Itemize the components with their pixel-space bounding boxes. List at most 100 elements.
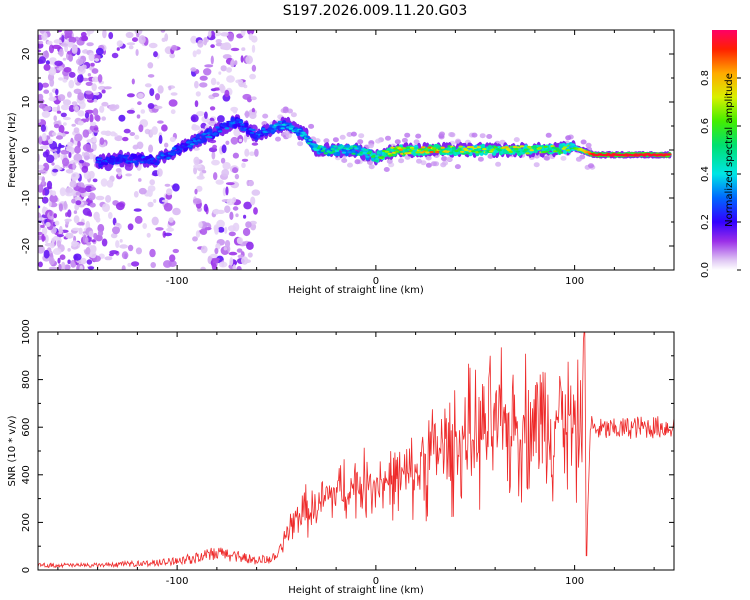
- ridge-cell: [171, 147, 177, 150]
- noise-blob: [214, 225, 219, 235]
- noise-blob: [215, 179, 224, 185]
- noise-blob: [323, 138, 330, 144]
- noise-blob: [193, 156, 200, 166]
- noise-blob: [59, 254, 66, 260]
- noise-blob: [153, 105, 163, 110]
- noise-blob: [242, 93, 252, 100]
- noise-blob: [38, 184, 44, 193]
- noise-blob: [116, 40, 124, 47]
- noise-blob: [74, 105, 80, 112]
- noise-blob: [155, 227, 164, 231]
- noise-blob: [40, 124, 47, 132]
- noise-blob: [207, 30, 212, 38]
- spectrogram-ytick-label: 10: [21, 96, 32, 109]
- noise-blob: [232, 264, 237, 270]
- ridge-cell: [421, 146, 426, 149]
- ridge-cell: [425, 151, 430, 154]
- noise-blob: [62, 116, 71, 121]
- noise-blob: [358, 133, 365, 139]
- noise-blob: [62, 157, 70, 167]
- noise-blob: [127, 262, 132, 267]
- noise-blob: [123, 128, 131, 134]
- noise-blob: [58, 124, 65, 134]
- noise-blob: [242, 227, 251, 237]
- ridge-cell: [277, 120, 283, 123]
- noise-blob: [248, 33, 253, 41]
- noise-blob: [38, 169, 47, 173]
- noise-blob: [73, 127, 80, 134]
- noise-blob: [250, 223, 257, 231]
- noise-blob: [60, 149, 69, 155]
- noise-blob: [224, 205, 231, 213]
- noise-blob: [249, 151, 255, 156]
- noise-blob: [153, 199, 157, 203]
- ridge-cell: [352, 145, 358, 148]
- noise-blob: [416, 158, 422, 164]
- noise-blob: [110, 233, 118, 239]
- noise-blob: [99, 105, 105, 113]
- noise-blob: [565, 135, 572, 141]
- noise-blob: [203, 68, 212, 76]
- noise-blob: [221, 169, 230, 177]
- noise-blob: [193, 147, 200, 151]
- ridge-cell: [480, 143, 486, 149]
- noise-blob: [38, 82, 43, 91]
- noise-blob: [172, 183, 180, 192]
- noise-blob: [67, 259, 71, 265]
- noise-blob: [194, 188, 198, 195]
- noise-blob: [65, 186, 73, 194]
- noise-blob: [51, 162, 55, 166]
- noise-blob: [126, 109, 135, 114]
- noise-blob: [251, 142, 259, 146]
- ridge-cell: [280, 127, 285, 130]
- ridge-cell: [333, 145, 338, 148]
- noise-blob: [101, 89, 106, 94]
- noise-blob: [354, 159, 361, 165]
- ridge-cell: [473, 148, 479, 152]
- noise-blob: [41, 233, 45, 242]
- noise-blob: [48, 138, 53, 145]
- noise-blob: [100, 178, 108, 187]
- ridge-cell: [252, 136, 257, 139]
- noise-blob: [386, 158, 393, 164]
- noise-blob: [243, 201, 252, 210]
- noise-blob: [97, 85, 107, 90]
- noise-blob: [131, 78, 135, 85]
- noise-blob: [95, 216, 101, 223]
- noise-blob: [169, 136, 176, 143]
- noise-blob: [225, 182, 235, 186]
- noise-blob: [191, 124, 201, 131]
- ridge-cell: [249, 131, 255, 134]
- noise-blob: [244, 148, 250, 157]
- noise-blob: [245, 55, 254, 65]
- ridge-cell: [423, 149, 429, 152]
- noise-blob: [250, 96, 257, 101]
- ridge-cell: [110, 155, 116, 159]
- noise-blob: [38, 231, 43, 236]
- noise-blob: [95, 195, 105, 201]
- noise-blob: [151, 216, 159, 226]
- spectrogram-xlabel: Height of straight line (km): [288, 285, 424, 296]
- noise-blob: [115, 168, 122, 173]
- ridge-cell: [139, 161, 145, 164]
- noise-blob: [513, 137, 520, 143]
- noise-blob: [218, 261, 228, 268]
- ridge-cell: [351, 152, 356, 155]
- noise-blob: [226, 75, 235, 83]
- noise-blob: [56, 110, 62, 114]
- ridge-cell: [405, 146, 411, 149]
- colorbar-gradient: [712, 30, 737, 270]
- noise-blob: [413, 139, 420, 145]
- noise-blob: [253, 207, 258, 215]
- ridge-cell: [194, 141, 199, 145]
- noise-blob: [129, 132, 136, 136]
- noise-blob: [60, 112, 67, 118]
- noise-blob: [197, 39, 204, 48]
- colorbar-tick-label: 0.2: [700, 214, 711, 230]
- noise-blob: [142, 223, 147, 229]
- noise-blob: [48, 266, 58, 270]
- noise-blob: [54, 60, 63, 66]
- noise-blob: [193, 164, 202, 169]
